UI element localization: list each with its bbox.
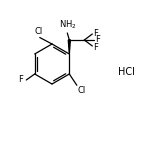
Text: Cl: Cl bbox=[78, 86, 86, 95]
Text: F: F bbox=[18, 76, 23, 85]
Text: F: F bbox=[93, 29, 98, 38]
Polygon shape bbox=[68, 40, 70, 54]
Text: F: F bbox=[93, 43, 98, 52]
Text: NH$_2$: NH$_2$ bbox=[59, 19, 76, 31]
Text: Cl: Cl bbox=[35, 28, 43, 36]
Text: HCl: HCl bbox=[118, 67, 135, 77]
Text: F: F bbox=[95, 36, 100, 45]
